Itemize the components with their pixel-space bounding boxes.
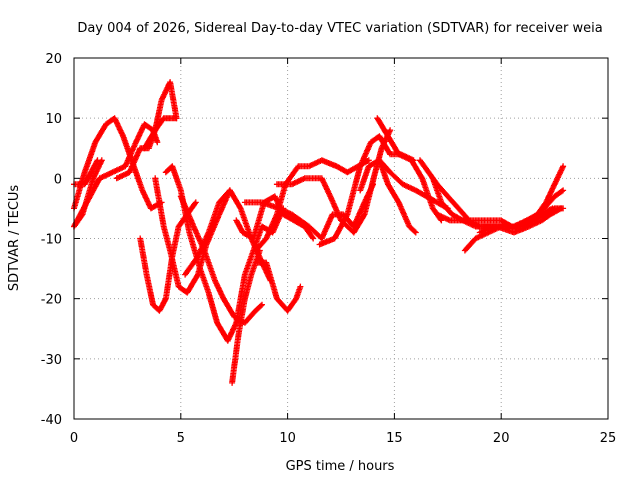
y-tick-label: -10: [41, 233, 62, 248]
y-tick-label: -20: [41, 293, 62, 308]
data-series: [71, 79, 567, 386]
axis-ticks: [73, 57, 609, 420]
data-track: [182, 187, 233, 278]
x-tick-label: 10: [279, 431, 296, 446]
data-track: [476, 187, 567, 236]
x-tick-label: 15: [386, 431, 403, 446]
series-track-9: [162, 163, 287, 344]
y-axis-title: SDTVAR / TECUs: [7, 185, 22, 292]
chart-title: Day 004 of 2026, Sidereal Day-to-day VTE…: [77, 21, 602, 36]
y-tick-label: 0: [54, 172, 62, 187]
x-tick-label: 25: [600, 431, 617, 446]
y-tick-label: 20: [45, 52, 62, 67]
data-track: [162, 163, 287, 344]
x-tick-label: 0: [70, 431, 78, 446]
y-tick-label: -30: [41, 353, 62, 368]
y-tick-label: 10: [45, 112, 62, 127]
grid-lines: [74, 58, 608, 419]
x-tick-label: 5: [177, 431, 185, 446]
x-axis-title: GPS time / hours: [286, 459, 395, 474]
series-track-14: [254, 259, 304, 314]
series-track-11: [182, 187, 233, 278]
series-track-6: [113, 115, 180, 182]
x-tick-label: 20: [493, 431, 510, 446]
series-track-12: [229, 247, 263, 386]
series-track-18: [316, 133, 417, 248]
y-tick-label: -40: [41, 413, 62, 428]
data-track: [316, 133, 417, 248]
tick-labels: 0 5 10 15 20 25 -40 -30 -20 -10 0 10 20: [41, 52, 617, 446]
series-track-26: [476, 187, 567, 236]
data-track: [113, 115, 180, 182]
data-track: [229, 247, 263, 386]
data-track: [254, 259, 304, 314]
